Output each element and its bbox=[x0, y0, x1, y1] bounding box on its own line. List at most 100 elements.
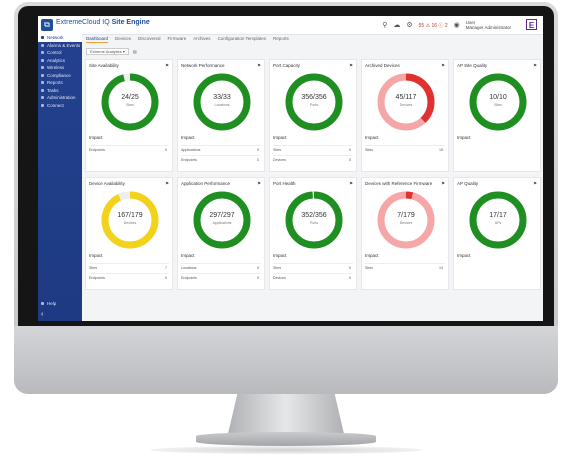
impact-heading: Impact bbox=[181, 135, 195, 140]
search-icon[interactable]: ⚲ bbox=[382, 22, 388, 29]
tab-bar: Dashboard Devices Discovered Firmware Archiv… bbox=[86, 36, 289, 43]
impact-row-label: Endpoints bbox=[181, 158, 197, 162]
status-ring[interactable]: 24/25 Sites bbox=[100, 72, 160, 132]
app-logo-icon[interactable]: ⧉ bbox=[41, 19, 53, 31]
ring-value: 7/179 bbox=[397, 212, 415, 219]
metric-card[interactable]: AP Quality ⚑ 17/17 APs Impact bbox=[453, 177, 541, 290]
metric-card[interactable]: Port Capacity ⚑ 356/356 Ports Impact Sites 0 De… bbox=[269, 59, 357, 172]
app-title-prefix: ExtremeCloud IQ bbox=[56, 19, 112, 26]
sidebar-help[interactable]: Help bbox=[38, 300, 82, 308]
sidebar: Network Alarms & Events Control Analytics Wi… bbox=[38, 34, 82, 321]
metric-card[interactable]: Archived Devices ⚑ 45/117 Devices Impact Site… bbox=[361, 59, 449, 172]
impact-row[interactable]: Devices 0 bbox=[273, 155, 353, 165]
impact-heading: Impact bbox=[89, 253, 103, 258]
ring-chart bbox=[285, 73, 343, 131]
flag-icon[interactable]: ⚑ bbox=[348, 181, 353, 186]
tab-reports[interactable]: Reports bbox=[273, 36, 289, 41]
tab-firmware[interactable]: Firmware bbox=[167, 36, 187, 41]
sidebar-item-analytics[interactable]: Analytics bbox=[38, 57, 82, 65]
ring-value: 10/10 bbox=[489, 94, 507, 101]
sidebar-item-connect[interactable]: Connect bbox=[38, 102, 82, 110]
tab-archives[interactable]: Archives bbox=[193, 36, 211, 41]
gear-icon[interactable]: ⚙ bbox=[406, 22, 413, 29]
card-title: AP Quality bbox=[457, 181, 479, 186]
cloud-icon[interactable]: ☁ bbox=[393, 22, 401, 29]
sidebar-item-help[interactable]: Help bbox=[38, 300, 82, 308]
impact-row[interactable]: Sites 0 bbox=[273, 145, 353, 155]
sidebar-item-reports[interactable]: Reports bbox=[38, 79, 82, 87]
metric-card[interactable]: Site Availability ⚑ 24/25 Sites Impact Endpoi… bbox=[85, 59, 173, 172]
tab-dashboard[interactable]: Dashboard bbox=[86, 36, 109, 43]
sidebar-item-alarms-events[interactable]: Alarms & Events bbox=[38, 42, 82, 50]
impact-row[interactable]: Endpoints 0 bbox=[181, 273, 261, 283]
ring-chart bbox=[193, 191, 251, 249]
flag-icon[interactable]: ⚑ bbox=[256, 63, 261, 68]
flag-icon[interactable]: ⚑ bbox=[164, 63, 169, 68]
impact-row[interactable]: Sites 15 bbox=[365, 145, 445, 155]
ring-fill bbox=[193, 73, 251, 131]
sidebar-item-network[interactable]: Network bbox=[38, 34, 82, 42]
sidebar-item-tasks[interactable]: Tasks bbox=[38, 87, 82, 95]
impact-row[interactable]: Sites 0 bbox=[273, 263, 353, 273]
tab-discovered[interactable]: Discovered bbox=[138, 36, 161, 41]
status-ring[interactable]: 352/356 Ports bbox=[284, 190, 344, 250]
impact-row-count: 0 bbox=[349, 158, 351, 162]
user-menu[interactable]: User Manager Administrator bbox=[466, 20, 511, 30]
metric-card[interactable]: Device Availability ⚑ 167/179 Devices Impact… bbox=[85, 177, 173, 290]
impact-row-label: Sites bbox=[273, 266, 281, 270]
card-title: Port Capacity bbox=[273, 63, 301, 68]
ring-value: 45/117 bbox=[395, 94, 417, 101]
impact-row[interactable]: Sites 14 bbox=[365, 263, 445, 273]
impact-heading: Impact bbox=[365, 135, 379, 140]
status-ring[interactable]: 45/117 Devices bbox=[376, 72, 436, 132]
impact-row[interactable]: Endpoints 0 bbox=[181, 155, 261, 165]
sidebar-item-control[interactable]: Control bbox=[38, 49, 82, 57]
impact-heading: Impact bbox=[273, 253, 287, 258]
impact-row[interactable]: Endpoints 0 bbox=[89, 273, 169, 283]
status-ring[interactable]: 297/297 Applications bbox=[192, 190, 252, 250]
layout-icon[interactable]: ▤ bbox=[132, 49, 137, 54]
sidebar-item-administration[interactable]: Administration bbox=[38, 94, 82, 102]
ring-value: 167/179 bbox=[117, 212, 143, 219]
alert-counts[interactable]: 55 ⚠ 16 ⓘ 2 bbox=[418, 22, 448, 29]
status-ring[interactable]: 33/33 Locations bbox=[192, 72, 252, 132]
metric-card[interactable]: Port Health ⚑ 352/356 Ports Impact Sites 0 Devi… bbox=[269, 177, 357, 290]
flag-icon[interactable]: ⚑ bbox=[532, 63, 537, 68]
sidebar-item-compliance[interactable]: Compliance bbox=[38, 72, 82, 80]
status-ring[interactable]: 356/356 Ports bbox=[284, 72, 344, 132]
status-ring[interactable]: 7/179 Devices bbox=[376, 190, 436, 250]
impact-row[interactable]: Sites 7 bbox=[89, 263, 169, 273]
flag-icon[interactable]: ⚑ bbox=[532, 181, 537, 186]
impact-row-label: Locations bbox=[181, 266, 197, 270]
flag-icon[interactable]: ⚑ bbox=[256, 181, 261, 186]
impact-row[interactable]: Locations 0 bbox=[181, 263, 261, 273]
sidebar-list: Network Alarms & Events Control Analytics Wi… bbox=[38, 34, 82, 109]
impact-row[interactable]: Devices 0 bbox=[273, 273, 353, 283]
flag-icon[interactable]: ⚑ bbox=[164, 181, 169, 186]
impact-row-count: 0 bbox=[349, 276, 351, 280]
status-ring[interactable]: 10/10 Sites bbox=[468, 72, 528, 132]
impact-row[interactable]: Endpoints 0 bbox=[89, 145, 169, 155]
flag-icon[interactable]: ⚑ bbox=[348, 63, 353, 68]
tab-devices[interactable]: Devices bbox=[115, 36, 132, 41]
status-ring[interactable]: 17/17 APs bbox=[468, 190, 528, 250]
user-avatar-icon[interactable]: ◉ bbox=[453, 22, 460, 29]
metric-card[interactable]: Network Performance ⚑ 33/33 Locations Impact… bbox=[177, 59, 265, 172]
status-ring[interactable]: 167/179 Devices bbox=[100, 190, 160, 250]
view-selector[interactable]: Extreme Analytics ▾ bbox=[86, 48, 129, 55]
tab-configuration-templates[interactable]: Configuration Templates bbox=[217, 36, 267, 41]
impact-row-count: 0 bbox=[165, 276, 167, 280]
flag-icon[interactable]: ⚑ bbox=[440, 181, 445, 186]
sidebar-item-wireless[interactable]: Wireless bbox=[38, 64, 82, 72]
impact-row[interactable]: Applications 0 bbox=[181, 145, 261, 155]
flag-icon[interactable]: ⚑ bbox=[440, 63, 445, 68]
collapse-sidebar-icon[interactable]: ‹ bbox=[41, 311, 44, 318]
impact-row-count: 0 bbox=[257, 266, 259, 270]
metric-card[interactable]: AP Site Quality ⚑ 10/10 Sites Impact bbox=[453, 59, 541, 172]
metric-card[interactable]: Application Performance ⚑ 297/297 Applicati… bbox=[177, 177, 265, 290]
ring-chart bbox=[101, 73, 159, 131]
metric-card[interactable]: Devices with Reference Firmware ⚑ 7/179 Dev… bbox=[361, 177, 449, 290]
ring-unit: Devices bbox=[123, 221, 137, 225]
impact-row-label: Endpoints bbox=[181, 276, 197, 280]
ring-unit: Sites bbox=[494, 103, 502, 107]
